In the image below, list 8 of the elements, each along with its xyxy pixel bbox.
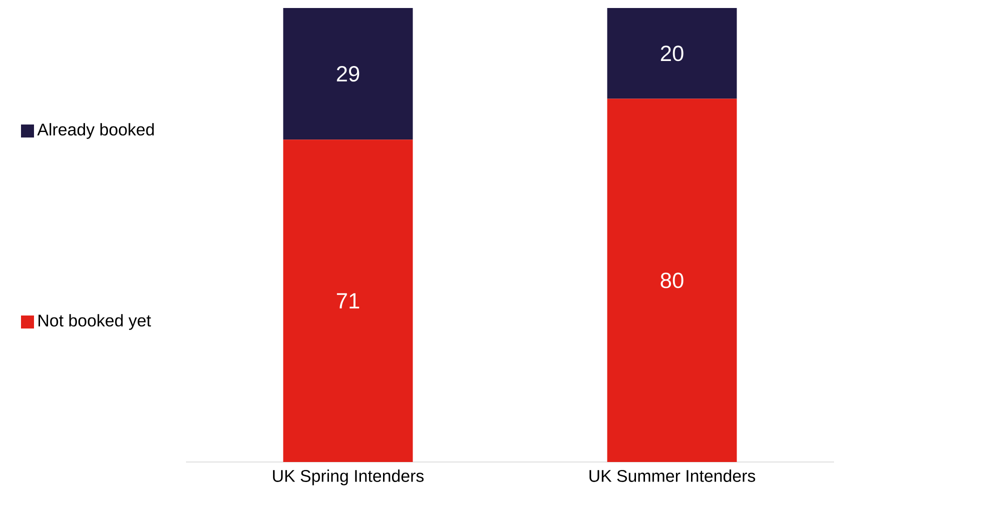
data-label: 80 (660, 272, 684, 288)
data-label: 29 (336, 66, 360, 82)
legend-label: Already booked (37, 123, 154, 139)
data-label: 20 (660, 46, 684, 62)
legend-label: Not booked yet (38, 314, 151, 330)
data-label: 71 (336, 293, 360, 308)
x-tick-label: UK Summer Intenders (590, 470, 756, 482)
x-tick-label: UK Spring Intenders (273, 470, 424, 486)
